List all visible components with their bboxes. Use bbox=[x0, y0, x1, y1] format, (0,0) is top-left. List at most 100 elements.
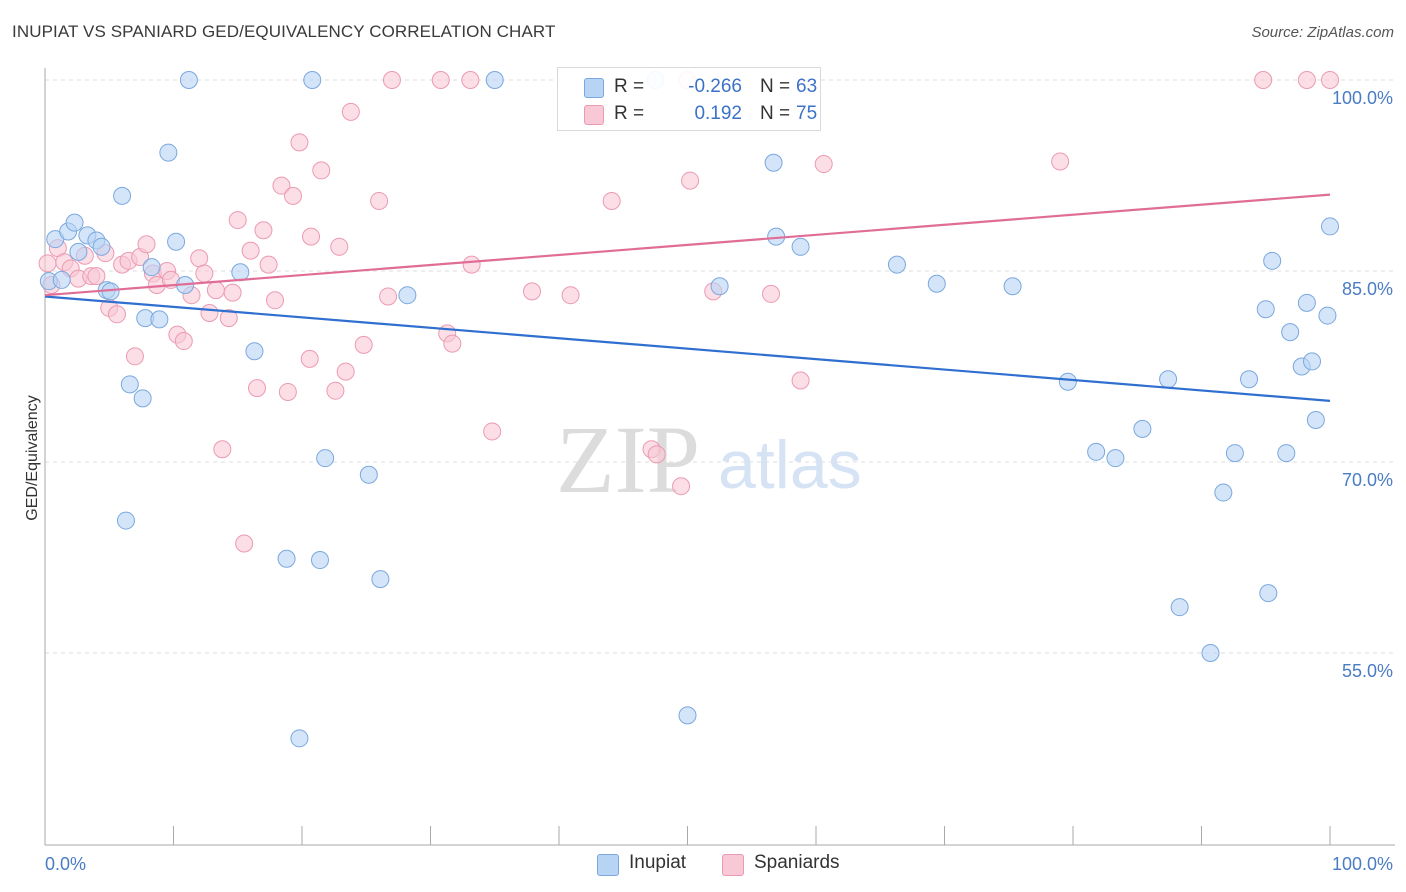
r-value: 0.192 bbox=[694, 103, 742, 124]
inupiat-point bbox=[52, 270, 71, 289]
spaniards-point bbox=[461, 71, 480, 89]
spaniards-point bbox=[647, 445, 666, 464]
spaniards-point bbox=[300, 349, 319, 368]
inupiat-point bbox=[1240, 370, 1259, 389]
inupiat-trend-line bbox=[44, 295, 1331, 402]
spaniards-point bbox=[341, 102, 360, 121]
inupiat-swatch bbox=[584, 78, 604, 98]
spaniards-point bbox=[206, 281, 225, 300]
inupiat-point bbox=[167, 232, 186, 251]
spaniards-point bbox=[326, 381, 345, 400]
inupiat-swatch bbox=[597, 854, 619, 876]
inupiat-point bbox=[150, 310, 169, 329]
inupiat-point bbox=[159, 143, 178, 162]
inupiat-point bbox=[1225, 444, 1244, 463]
spaniards-point bbox=[681, 171, 700, 190]
inupiat-point bbox=[1321, 217, 1339, 236]
spaniards-point bbox=[354, 335, 373, 354]
inupiat-point bbox=[791, 237, 810, 256]
axes bbox=[44, 68, 1395, 846]
spaniards-point bbox=[523, 282, 542, 301]
spaniards-swatch bbox=[722, 854, 744, 876]
spaniards-point bbox=[235, 534, 254, 553]
trend-lines bbox=[44, 193, 1331, 402]
n-value: 75 bbox=[796, 103, 818, 124]
inupiat-point bbox=[1256, 300, 1275, 319]
spaniards-swatch bbox=[584, 105, 604, 125]
spaniards-point bbox=[190, 249, 209, 268]
spaniards-point bbox=[278, 382, 297, 401]
spaniards-point bbox=[254, 221, 273, 240]
inupiat-point bbox=[303, 71, 322, 89]
inupiat-point bbox=[120, 375, 139, 394]
spaniards-point bbox=[561, 286, 580, 305]
spaniards-point bbox=[137, 235, 156, 254]
grid-lines bbox=[45, 79, 1395, 654]
spaniards-point bbox=[219, 309, 238, 328]
inupiat-point bbox=[231, 263, 250, 282]
x-tick-label-max: 100.0% bbox=[1332, 854, 1393, 874]
y-tick-label: 55.0% bbox=[1342, 661, 1393, 681]
spaniards-point bbox=[301, 227, 320, 246]
inupiat-point bbox=[116, 511, 135, 530]
inupiat-point bbox=[1277, 444, 1296, 463]
spaniards-point bbox=[370, 191, 389, 210]
inupiat-point bbox=[927, 274, 946, 293]
inupiat-point bbox=[1263, 251, 1282, 270]
spaniards-point bbox=[672, 477, 691, 496]
inupiat-point bbox=[92, 237, 111, 256]
spaniards-point bbox=[443, 334, 462, 353]
spaniards-point bbox=[330, 237, 349, 256]
spaniards-point bbox=[791, 371, 810, 390]
spaniards-point bbox=[379, 287, 398, 306]
y-tick-label: 70.0% bbox=[1342, 470, 1393, 490]
inupiat-point bbox=[1003, 277, 1022, 296]
inupiat-point bbox=[1318, 306, 1337, 325]
spaniards-point bbox=[248, 379, 267, 398]
y-tick-label: 100.0% bbox=[1332, 88, 1393, 108]
spaniards-point bbox=[1321, 71, 1339, 89]
spaniards-point bbox=[462, 255, 481, 274]
inupiat-point bbox=[1159, 370, 1178, 389]
watermark-atlas: atlas bbox=[718, 427, 862, 503]
spaniards-point bbox=[284, 186, 303, 205]
inupiat-point bbox=[1087, 442, 1106, 461]
legend-label-spaniards: Spaniards bbox=[754, 852, 840, 873]
spaniards-point bbox=[125, 347, 144, 366]
spaniards-point bbox=[312, 161, 331, 180]
n-label: N = bbox=[760, 76, 791, 97]
correlation-legend: R = -0.266 N = 63 R = 0.192 N = 75 bbox=[557, 67, 821, 131]
spaniards-point bbox=[431, 71, 450, 89]
spaniards-point bbox=[272, 176, 291, 195]
chart-title: INUPIAT VS SPANIARD GED/EQUIVALENCY CORR… bbox=[12, 22, 556, 41]
inupiat-point bbox=[764, 153, 783, 172]
inupiat-point bbox=[113, 186, 132, 205]
inupiat-point bbox=[371, 570, 390, 589]
source-label: Source: ZipAtlas.com bbox=[1251, 24, 1394, 41]
inupiat-point bbox=[398, 286, 417, 305]
spaniards-point bbox=[87, 267, 106, 286]
spaniards-point bbox=[1254, 71, 1273, 89]
inupiat-point bbox=[1306, 410, 1325, 429]
spaniards-point bbox=[336, 362, 355, 381]
spaniards-point bbox=[200, 304, 219, 323]
inupiat-point bbox=[887, 255, 906, 274]
inupiat-point bbox=[1281, 323, 1300, 342]
axis-labels: 55.0% 70.0% 85.0% 100.0% 0.0% 100.0% GED/Equiv… bbox=[24, 88, 1393, 874]
spaniards-point bbox=[483, 422, 502, 441]
inupiat-point bbox=[290, 729, 309, 748]
inupiat-point bbox=[1106, 449, 1125, 468]
inupiat-point bbox=[1201, 644, 1220, 662]
inupiat-point bbox=[1058, 372, 1077, 391]
spaniards-point bbox=[195, 264, 214, 283]
spaniards-point bbox=[213, 440, 232, 459]
inupiat-point bbox=[1133, 419, 1152, 438]
spaniards-point bbox=[762, 284, 781, 303]
inupiat-point bbox=[1303, 352, 1322, 371]
series-legend: Inupiat Spaniards bbox=[0, 852, 1406, 878]
spaniards-point bbox=[266, 291, 285, 310]
legend-label-inupiat: Inupiat bbox=[629, 852, 687, 873]
inupiat-point bbox=[277, 549, 296, 568]
spaniards-point bbox=[602, 191, 621, 210]
